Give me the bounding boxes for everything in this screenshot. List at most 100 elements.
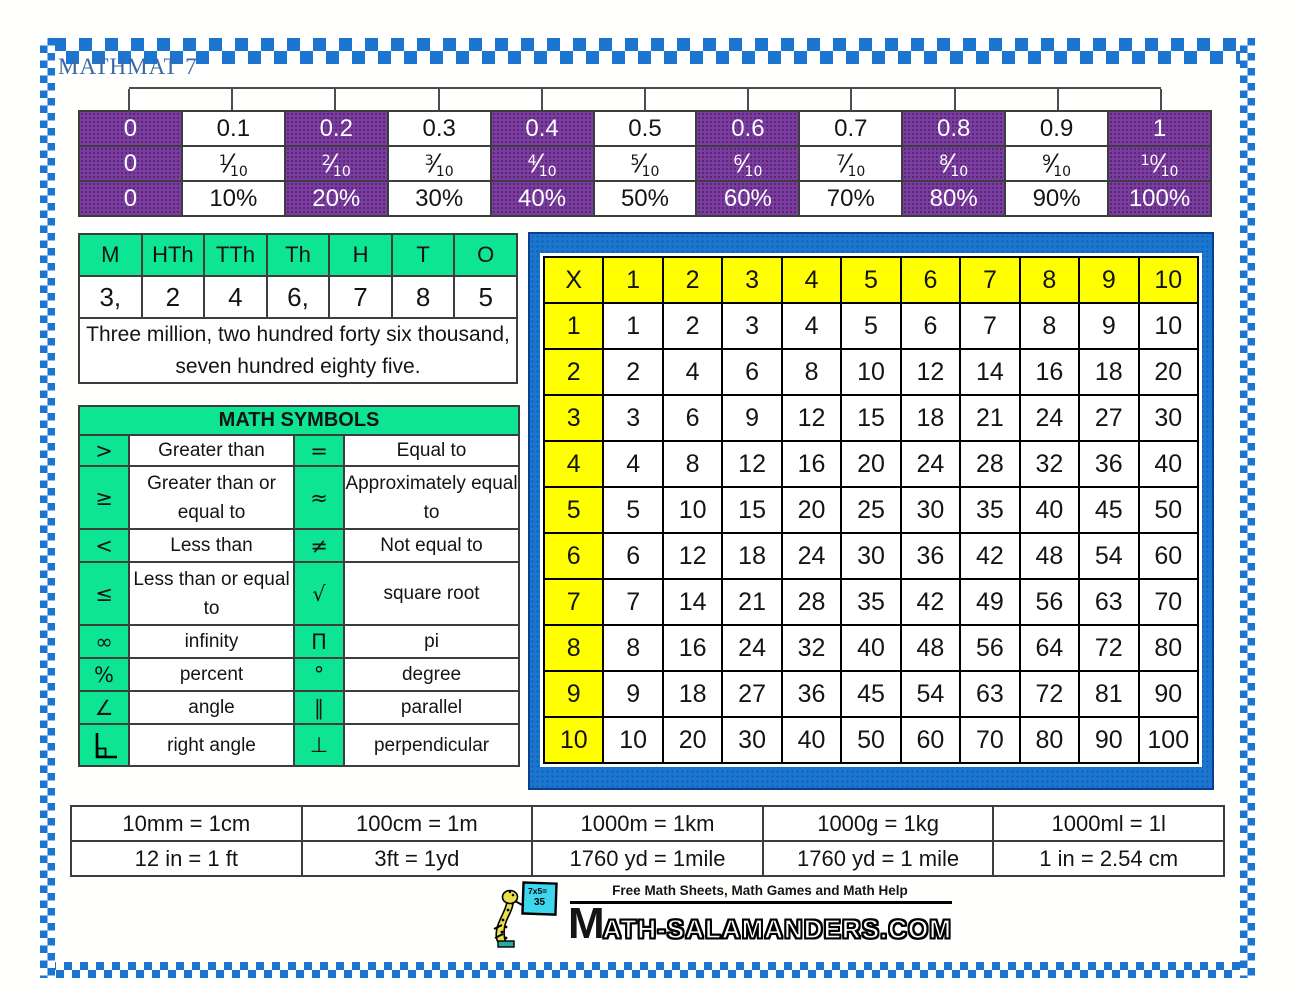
symbol-description: Approximately equal to	[342, 465, 521, 531]
multiplication-row: 7 7 14 21 28 35 42 49 56 63 70	[542, 578, 1200, 626]
symbol-cell: ≈	[293, 465, 345, 531]
multiplication-product-cell: 90	[1137, 670, 1200, 718]
multiplication-product-cell: 5	[602, 486, 664, 534]
multiplication-product-cell: 72	[1018, 670, 1081, 718]
multiplication-product-cell: 20	[780, 486, 843, 534]
fraction-cell: 6⁄10	[695, 145, 801, 182]
board-equation-line2: 35	[534, 897, 546, 908]
multiplication-row-label: 6	[542, 532, 605, 580]
symbol-description: angle	[128, 690, 295, 726]
fraction-numerator: 4	[527, 152, 537, 169]
fraction-denominator: 10	[538, 163, 557, 180]
multiplication-product-cell: 1	[602, 302, 664, 350]
multiplication-product-cell: 60	[899, 716, 962, 764]
multiplication-table: X 1 2 3 4 5 6 7 8 9 10 1 1 2 3 4 5 6 7 8 9 10 2 2 4 6 8 10 12 14 16 18 2…	[542, 256, 1200, 764]
fraction-value: 4⁄10	[527, 149, 557, 180]
fraction-value: 9⁄10	[1042, 149, 1071, 180]
number-line-tick	[540, 89, 543, 111]
fraction-cell: 8⁄10	[901, 145, 1007, 182]
fraction-slash-icon: ⁄	[329, 148, 334, 178]
multiplication-product-cell: 48	[1018, 532, 1081, 580]
multiplication-row: 3 3 6 9 12 15 18 21 24 27 30	[542, 394, 1200, 442]
number-words: Three million, two hundred forty six tho…	[78, 317, 518, 384]
fraction-cell: 9⁄10	[1004, 145, 1110, 182]
fraction-slash-icon: ⁄	[1157, 148, 1162, 178]
board-equation-line1: 7x5=	[528, 886, 547, 896]
multiplication-product-cell: 90	[1078, 716, 1140, 764]
multiplication-product-cell: 35	[959, 486, 1021, 534]
place-value-header-cell: TTh	[203, 233, 268, 277]
multiplication-product-cell: 2	[661, 302, 724, 350]
place-value-digits-row: 3, 2 4 6, 7 8 5	[78, 275, 518, 319]
number-line-tick	[1160, 89, 1162, 111]
multiplication-product-cell: 3	[721, 302, 783, 350]
conversion-cell: 100cm = 1m	[300, 805, 534, 842]
number-line-tick	[850, 89, 853, 111]
fraction-cell: 2⁄10	[283, 145, 389, 182]
multiplication-row-label: 7	[542, 578, 605, 626]
multiplication-row-label: 4	[542, 440, 605, 488]
conversion-cell: 1 in = 2.54 cm	[992, 840, 1225, 877]
place-value-digit-cell: 6,	[265, 275, 331, 319]
percent-cell: 30%	[386, 180, 492, 217]
symbol-description: Not equal to	[342, 528, 521, 564]
fraction-numerator: 8	[939, 152, 949, 169]
symbol-cell: ⊥	[293, 723, 345, 768]
fraction-numerator: 5	[630, 152, 640, 169]
multiplication-product-cell: 3	[602, 394, 664, 442]
multiplication-product-cell: 81	[1078, 670, 1140, 718]
fraction-numerator: 10	[1140, 152, 1159, 169]
logo-rule	[570, 901, 952, 904]
multiplication-product-cell: 24	[721, 624, 783, 672]
site-big-m: M	[568, 899, 605, 948]
symbol-description: right angle	[128, 723, 295, 768]
multiplication-product-cell: 4	[780, 302, 843, 350]
symbol-cell: ≥	[78, 465, 130, 531]
multiplication-product-cell: 25	[840, 486, 902, 534]
fraction-denominator: 10	[332, 163, 351, 180]
multiplication-header-cell: 4	[780, 256, 843, 304]
fraction-cell: 5⁄10	[592, 145, 698, 182]
math-symbols-row: > Greater than = Equal to	[78, 433, 521, 468]
multiplication-header-cell: 6	[899, 256, 962, 304]
multiplication-product-cell: 35	[840, 578, 902, 626]
checker-border-right	[1240, 38, 1255, 978]
multiplication-row-label: 1	[542, 302, 605, 350]
multiplication-product-cell: 14	[959, 348, 1021, 396]
multiplication-product-cell: 80	[1018, 716, 1081, 764]
multiplication-product-cell: 24	[899, 440, 962, 488]
multiplication-product-cell: 10	[1137, 302, 1200, 350]
multiplication-product-cell: 7	[959, 302, 1021, 350]
conversion-row: 10mm = 1cm 100cm = 1m 1000m = 1km 1000g = 1…	[70, 805, 1225, 842]
multiplication-product-cell: 24	[1018, 394, 1081, 442]
decimals-row: 0 0.1 0.2 0.3 0.4 0.5 0.6 0.7 0.8 0.9 1	[78, 110, 1212, 147]
fractions-row: 0 1⁄10 2⁄10 3⁄10 4⁄10 5⁄10 6⁄10 7⁄10 8⁄10 9⁄10 10⁄…	[78, 145, 1212, 182]
multiplication-product-cell: 4	[661, 348, 724, 396]
multiplication-product-cell: 36	[1078, 440, 1140, 488]
math-symbols-row: ∠ angle ∥ parallel	[78, 690, 521, 726]
symbol-description: parallel	[342, 690, 521, 726]
percent-cell: 40%	[489, 180, 595, 217]
symbol-cell: °	[293, 657, 345, 693]
percent-cell: 20%	[283, 180, 389, 217]
fraction-slash-icon: ⁄	[741, 148, 746, 178]
place-value-header-cell: HTh	[140, 233, 206, 277]
multiplication-product-cell: 63	[959, 670, 1021, 718]
multiplication-header-cell: 2	[661, 256, 724, 304]
multiplication-corner-cell: X	[542, 256, 605, 304]
multiplication-product-cell: 21	[959, 394, 1021, 442]
multiplication-row: 9 9 18 27 36 45 54 63 72 81 90	[542, 670, 1200, 718]
fraction-denominator: 10	[641, 163, 660, 180]
fraction-denominator: 10	[435, 163, 454, 180]
multiplication-product-cell: 12	[721, 440, 783, 488]
fraction-denominator: 10	[1160, 163, 1179, 180]
math-symbols-row: right angle ⊥ perpendicular	[78, 723, 521, 768]
multiplication-product-cell: 10	[840, 348, 902, 396]
decimal-cell: 0.3	[386, 110, 492, 147]
percent-cell: 0	[78, 180, 183, 217]
place-value-digit-cell: 4	[203, 275, 268, 319]
place-value-header-row: M HTh TTh Th H T O	[78, 233, 518, 277]
multiplication-product-cell: 60	[1137, 532, 1200, 580]
